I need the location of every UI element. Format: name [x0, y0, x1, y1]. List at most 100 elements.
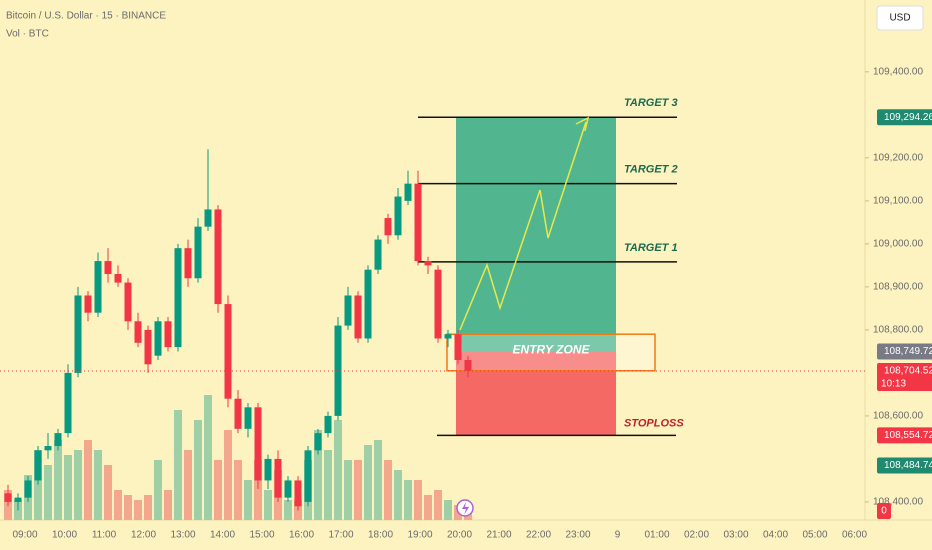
volume-bar	[144, 495, 152, 520]
x-tick-label: 03:00	[723, 530, 748, 541]
x-tick-label: 06:00	[842, 530, 867, 541]
countdown-label: 10:13	[881, 379, 906, 390]
candle-body	[294, 480, 302, 507]
candle-body	[114, 273, 122, 283]
candle-body	[54, 433, 62, 447]
price-tag	[877, 427, 932, 444]
x-tick-label: 13:00	[170, 530, 195, 541]
volume-bar	[434, 490, 442, 520]
x-tick-label: 16:00	[289, 530, 314, 541]
candle-body	[344, 295, 352, 326]
volume-bar	[394, 470, 402, 520]
volume-bar	[54, 440, 62, 520]
candle-body	[84, 295, 92, 313]
chart-title: Bitcoin / U.S. Dollar · 15 · BINANCE	[6, 11, 166, 22]
y-tick-label: 108,600.00	[873, 411, 923, 422]
candle-body	[194, 226, 202, 279]
candle-body	[64, 372, 72, 434]
candle-body	[444, 334, 452, 339]
target-label: TARGET 2	[624, 164, 678, 176]
price-tag	[877, 457, 932, 474]
volume-bar	[214, 460, 222, 520]
price-tag-label: 108,484.74	[884, 460, 932, 471]
projection-arrowhead	[575, 116, 590, 132]
volume-bar	[384, 460, 392, 520]
x-tick-label: 05:00	[802, 530, 827, 541]
candle-body	[274, 458, 282, 498]
y-tick-label: 108,800.00	[873, 325, 923, 336]
candle-body	[244, 407, 252, 429]
x-tick-label: 21:00	[486, 530, 511, 541]
volume-bar	[124, 495, 132, 520]
volume-bar	[264, 490, 272, 520]
volume-bar	[64, 455, 72, 520]
candle-body	[414, 183, 422, 262]
x-tick-label: 15:00	[249, 530, 274, 541]
volume-bar	[224, 430, 232, 520]
volume-bar	[234, 460, 242, 520]
volume-bar	[174, 410, 182, 520]
volume-bar	[154, 460, 162, 520]
volume-bar	[354, 460, 362, 520]
x-tick-label: 14:00	[210, 530, 235, 541]
volume-tag	[877, 503, 891, 519]
volume-bar	[414, 480, 422, 520]
x-tick-label: 17:00	[328, 530, 353, 541]
candle-body	[434, 269, 442, 339]
volume-bar	[204, 395, 212, 520]
candle-body	[354, 295, 362, 339]
y-tick-label: 108,400.00	[873, 497, 923, 508]
candle-body	[374, 239, 382, 270]
target-label: TARGET 3	[624, 97, 678, 109]
candle-body	[164, 321, 172, 348]
candle-body	[204, 209, 212, 227]
event-icon-bolt	[462, 502, 469, 515]
candle-body	[364, 269, 372, 339]
volume-bar	[44, 465, 52, 520]
price-tag-label: 108,554.72	[884, 430, 932, 441]
volume-bar	[364, 445, 372, 520]
price-tag	[877, 343, 932, 360]
candle-body	[44, 446, 52, 451]
target-label: TARGET 1	[624, 242, 678, 254]
x-tick-label: 09:00	[12, 530, 37, 541]
candle-body	[134, 321, 142, 343]
volume-bar	[424, 495, 432, 520]
candle-body	[224, 304, 232, 399]
candle-body	[24, 480, 32, 498]
candle-body	[324, 415, 332, 434]
y-tick-label: 108,900.00	[873, 282, 923, 293]
candle-body	[144, 329, 152, 365]
volume-bar	[284, 500, 292, 520]
candle-body	[454, 334, 462, 360]
projection-path	[459, 121, 587, 331]
x-tick-label: 23:00	[565, 530, 590, 541]
volume-bar	[194, 420, 202, 520]
candle-body	[334, 325, 342, 416]
volume-bar	[254, 460, 262, 520]
y-tick-label: 109,200.00	[873, 152, 923, 163]
candle-body	[4, 493, 12, 502]
x-tick-label: 02:00	[684, 530, 709, 541]
volume-tag-label: 0	[881, 506, 887, 517]
y-tick-label: 109,100.00	[873, 196, 923, 207]
x-tick-label: 18:00	[368, 530, 393, 541]
candle-body	[184, 248, 192, 279]
candle-body	[234, 398, 242, 429]
x-tick-label: 20:00	[447, 530, 472, 541]
volume-bar	[314, 430, 322, 520]
volume-bar	[374, 440, 382, 520]
candle-body	[284, 480, 292, 498]
candle-body	[254, 407, 262, 481]
currency-label[interactable]: USD	[889, 13, 910, 24]
x-tick-label: 9	[615, 530, 621, 541]
candle-body	[214, 209, 222, 305]
volume-bar	[84, 440, 92, 520]
candle-body	[404, 183, 412, 201]
stoploss-label: STOPLOSS	[624, 417, 684, 429]
currency-button[interactable]	[876, 5, 924, 31]
candle-body	[264, 458, 272, 481]
y-tick-label: 109,400.00	[873, 66, 923, 77]
x-tick-label: 04:00	[763, 530, 788, 541]
